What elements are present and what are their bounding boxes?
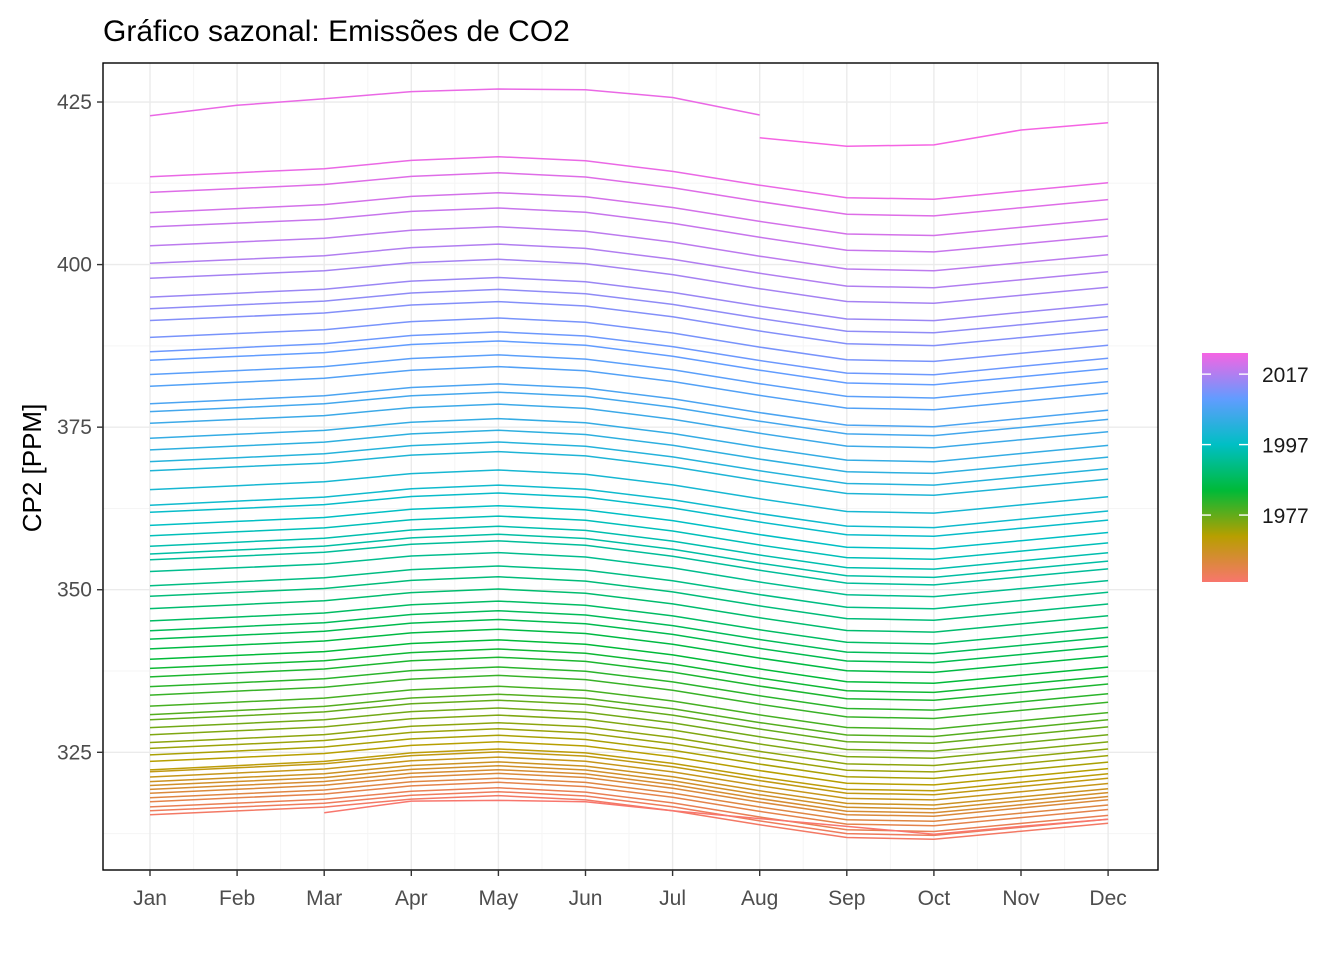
series-line-2011 bbox=[149, 331, 1109, 376]
series-line-2007 bbox=[149, 383, 1109, 428]
y-axis-title: CP2 [PPM] bbox=[17, 404, 47, 533]
series-line-2019 bbox=[149, 207, 1109, 253]
series-line-2002 bbox=[149, 441, 1109, 486]
x-tick-label: Dec bbox=[1089, 887, 1126, 910]
series-line-1975 bbox=[149, 714, 1109, 759]
series-line-2021 bbox=[149, 172, 1109, 217]
series-line-1972 bbox=[149, 734, 1109, 780]
series-line-1976 bbox=[149, 707, 1109, 752]
legend-label: 2017 bbox=[1262, 364, 1309, 387]
series-line-2012 bbox=[149, 317, 1109, 363]
x-tick-label: Sep bbox=[828, 887, 865, 910]
series-line-1991 bbox=[149, 565, 1109, 610]
series-line-2022 bbox=[149, 155, 1109, 200]
series-line-1967 bbox=[149, 761, 1109, 806]
series-line-2017 bbox=[149, 243, 1109, 289]
series-line-1970 bbox=[149, 748, 1109, 792]
y-tick-label: 400 bbox=[57, 254, 92, 277]
series-line-1995 bbox=[149, 525, 1109, 570]
series-line-2009 bbox=[149, 354, 1109, 399]
y-tick-label: 375 bbox=[57, 416, 92, 439]
series-line-1984 bbox=[149, 639, 1109, 685]
y-tick-label: 425 bbox=[57, 91, 92, 114]
y-tick-label: 350 bbox=[57, 579, 92, 602]
series-line-1966 bbox=[149, 765, 1109, 810]
series-line-1980 bbox=[149, 674, 1109, 720]
series-line-2013 bbox=[149, 300, 1109, 347]
chart-title: Gráfico sazonal: Emissões de CO2 bbox=[103, 15, 570, 48]
legend-label: 1977 bbox=[1262, 505, 1309, 528]
series-line-2005 bbox=[149, 403, 1109, 449]
series-line-2023 bbox=[759, 122, 1109, 147]
series-line-1992 bbox=[149, 551, 1109, 598]
series-line-1999 bbox=[149, 484, 1109, 529]
series-line-2003 bbox=[149, 429, 1109, 475]
series-line-2010 bbox=[149, 340, 1109, 386]
series-line-2022 bbox=[149, 88, 760, 117]
series-line-1998 bbox=[149, 492, 1109, 538]
series-line-2008 bbox=[149, 365, 1109, 411]
series-line-2000 bbox=[149, 469, 1109, 514]
series-line-1971 bbox=[149, 741, 1109, 786]
y-tick-label: 325 bbox=[57, 741, 92, 764]
x-tick-label: Nov bbox=[1002, 887, 1040, 910]
series-line-1996 bbox=[149, 515, 1109, 560]
x-tick-label: May bbox=[479, 887, 519, 910]
x-tick-label: Aug bbox=[741, 887, 778, 910]
series-lines bbox=[149, 88, 1109, 841]
series-line-1973 bbox=[149, 728, 1109, 773]
legend: 2017 1997 1977 bbox=[1202, 353, 1309, 582]
series-line-1985 bbox=[149, 628, 1109, 674]
series-line-1974 bbox=[149, 721, 1109, 767]
x-tick-label: Mar bbox=[306, 887, 342, 910]
series-line-2020 bbox=[149, 191, 1109, 237]
series-line-1987 bbox=[149, 610, 1109, 655]
series-line-1981 bbox=[149, 666, 1109, 711]
x-tick-label: Apr bbox=[395, 887, 428, 910]
series-line-1990 bbox=[149, 576, 1109, 621]
x-tick-label: Feb bbox=[219, 887, 255, 910]
x-axis: Jan Feb Mar Apr May Jun Jul Aug Sep Oct Nov Dec bbox=[133, 870, 1127, 910]
series-line-1977 bbox=[149, 699, 1109, 745]
series-line-1969 bbox=[149, 751, 1109, 796]
series-line-1964 bbox=[149, 772, 1109, 817]
series-line-1982 bbox=[149, 656, 1109, 702]
series-line-2004 bbox=[149, 417, 1109, 463]
series-line-1993 bbox=[149, 540, 1109, 586]
series-line-1979 bbox=[149, 685, 1109, 730]
series-line-1961 bbox=[149, 787, 1109, 833]
panel-border bbox=[102, 62, 1159, 871]
series-line-2014 bbox=[149, 288, 1109, 334]
y-axis: 325 350 375 400 425 bbox=[57, 91, 103, 764]
legend-colorbar bbox=[1202, 353, 1248, 582]
series-line-2001 bbox=[149, 450, 1109, 497]
series-line-1962 bbox=[149, 781, 1109, 827]
series-line-1997 bbox=[149, 504, 1109, 550]
series-line-1989 bbox=[149, 588, 1109, 633]
series-line-1983 bbox=[149, 648, 1109, 694]
series-line-1986 bbox=[149, 618, 1109, 664]
series-line-2018 bbox=[149, 226, 1109, 272]
series-line-1958 bbox=[324, 799, 1109, 835]
x-tick-label: Jan bbox=[133, 887, 167, 910]
x-tick-label: Jul bbox=[659, 887, 686, 910]
legend-label: 1997 bbox=[1262, 435, 1309, 458]
series-line-1959 bbox=[149, 794, 1109, 841]
series-line-1965 bbox=[149, 768, 1109, 814]
series-line-2006 bbox=[149, 391, 1109, 437]
series-line-1968 bbox=[149, 756, 1109, 801]
series-line-2016 bbox=[149, 258, 1109, 305]
series-line-1960 bbox=[149, 790, 1109, 837]
series-line-2015 bbox=[149, 276, 1109, 322]
series-line-1978 bbox=[149, 693, 1109, 738]
series-line-1963 bbox=[149, 777, 1109, 823]
series-line-1994 bbox=[149, 533, 1109, 579]
x-tick-label: Jun bbox=[569, 887, 603, 910]
series-line-1988 bbox=[149, 600, 1109, 645]
x-tick-label: Oct bbox=[918, 887, 951, 910]
